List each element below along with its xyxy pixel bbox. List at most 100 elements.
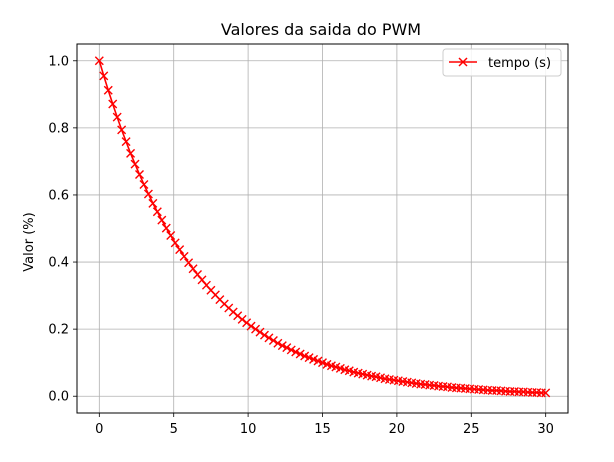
data-point-stroke (112, 112, 122, 122)
data-point-stroke (251, 324, 261, 334)
data-point (103, 85, 113, 95)
data-point-stroke (197, 275, 207, 285)
data-point-stroke (134, 169, 144, 179)
data-point-stroke (228, 307, 238, 317)
data-point-stroke (447, 383, 457, 393)
data-point (242, 318, 252, 328)
data-point (286, 345, 296, 355)
data-point (251, 324, 261, 334)
data-point-stroke (425, 380, 435, 390)
data-point-stroke (358, 369, 368, 379)
data-point-stroke (349, 367, 359, 377)
y-tick-label: 0.0 (48, 390, 69, 405)
data-point-stroke (442, 382, 452, 392)
data-point-stroke (384, 374, 394, 384)
y-tick-label: 0.4 (48, 256, 69, 271)
data-point-stroke (242, 318, 252, 328)
y-tick-label: 0.6 (48, 188, 69, 203)
data-point-stroke (224, 303, 234, 313)
data-point (143, 189, 153, 199)
y-axis-label: Valor (%) (22, 212, 37, 271)
legend-label: tempo (s) (488, 56, 551, 71)
data-point-stroke (456, 383, 466, 393)
data-point-stroke (282, 343, 292, 353)
data-point-stroke (353, 368, 363, 378)
data-point-stroke (344, 366, 354, 376)
data-point-stroke (94, 56, 104, 66)
data-point (126, 148, 136, 158)
x-tick-label: 5 (170, 422, 178, 437)
data-point (259, 330, 269, 340)
data-point (161, 223, 171, 233)
data-point (184, 258, 194, 268)
data-point-stroke (340, 365, 350, 375)
data-point-stroke (295, 349, 305, 359)
data-point-stroke (188, 264, 198, 274)
legend-marker-stroke-b (458, 57, 468, 67)
data-point (179, 251, 189, 261)
data-point-stroke (474, 385, 484, 395)
data-point-stroke (335, 363, 345, 373)
data-point-stroke (193, 269, 203, 279)
data-point-stroke (99, 71, 109, 81)
data-point-stroke (367, 371, 377, 381)
data-point-stroke (523, 387, 533, 397)
data-point (117, 125, 127, 135)
data-point-stroke (451, 383, 461, 393)
data-point (268, 336, 278, 346)
data-point-stroke (161, 223, 171, 233)
data-point-stroke (398, 376, 408, 386)
data-point-stroke (304, 353, 314, 363)
data-point-stroke (322, 359, 332, 369)
data-point (246, 321, 256, 331)
legend-box (442, 48, 562, 77)
data-point-stroke (411, 378, 421, 388)
data-point (148, 198, 158, 208)
data-point-stroke (157, 215, 167, 225)
data-point-stroke (300, 351, 310, 361)
data-point-stroke (362, 370, 372, 380)
data-point-stroke (121, 137, 131, 147)
data-point-stroke (420, 379, 430, 389)
data-point (273, 338, 283, 348)
data-point-stroke (103, 85, 113, 95)
data-point-stroke (277, 341, 287, 351)
x-tick-label: 20 (389, 422, 406, 437)
x-tick-label: 25 (463, 422, 480, 437)
data-point-stroke (233, 311, 243, 321)
x-tick-label: 0 (95, 422, 103, 437)
axis-ticks: 0 5 10 15 20 25 30 0.0 0.2 0.4 0.6 0.8 1.0 (48, 54, 554, 437)
data-point (295, 349, 305, 359)
plot-frame (76, 43, 569, 414)
data-point-stroke (429, 380, 439, 390)
data-point-stroke (483, 385, 493, 395)
data-point-stroke (184, 258, 194, 268)
data-point-stroke (273, 338, 283, 348)
chart-title: Valores da saida do PWM (221, 20, 421, 39)
data-point (188, 264, 198, 274)
data-point-stroke (246, 321, 256, 331)
data-point-stroke (309, 354, 319, 364)
x-tick-label: 30 (537, 422, 554, 437)
data-point (99, 71, 109, 81)
data-point-stroke (492, 386, 502, 396)
y-tick-label: 0.8 (48, 121, 69, 136)
data-point-stroke (313, 356, 323, 366)
data-point-stroke (175, 245, 185, 255)
x-tick-label: 10 (240, 422, 257, 437)
legend: tempo (s) (442, 48, 562, 77)
data-point-stroke (518, 387, 528, 397)
data-point-stroke (179, 251, 189, 261)
data-point (130, 159, 140, 169)
data-point-stroke (219, 299, 229, 309)
data-point (255, 327, 265, 337)
data-point-stroke (376, 373, 386, 383)
data-point-stroke (201, 280, 211, 290)
data-point (152, 207, 162, 217)
data-point-stroke (143, 189, 153, 199)
data-point (139, 180, 149, 190)
data-point-stroke (259, 330, 269, 340)
data-point (134, 169, 144, 179)
data-point (121, 137, 131, 147)
